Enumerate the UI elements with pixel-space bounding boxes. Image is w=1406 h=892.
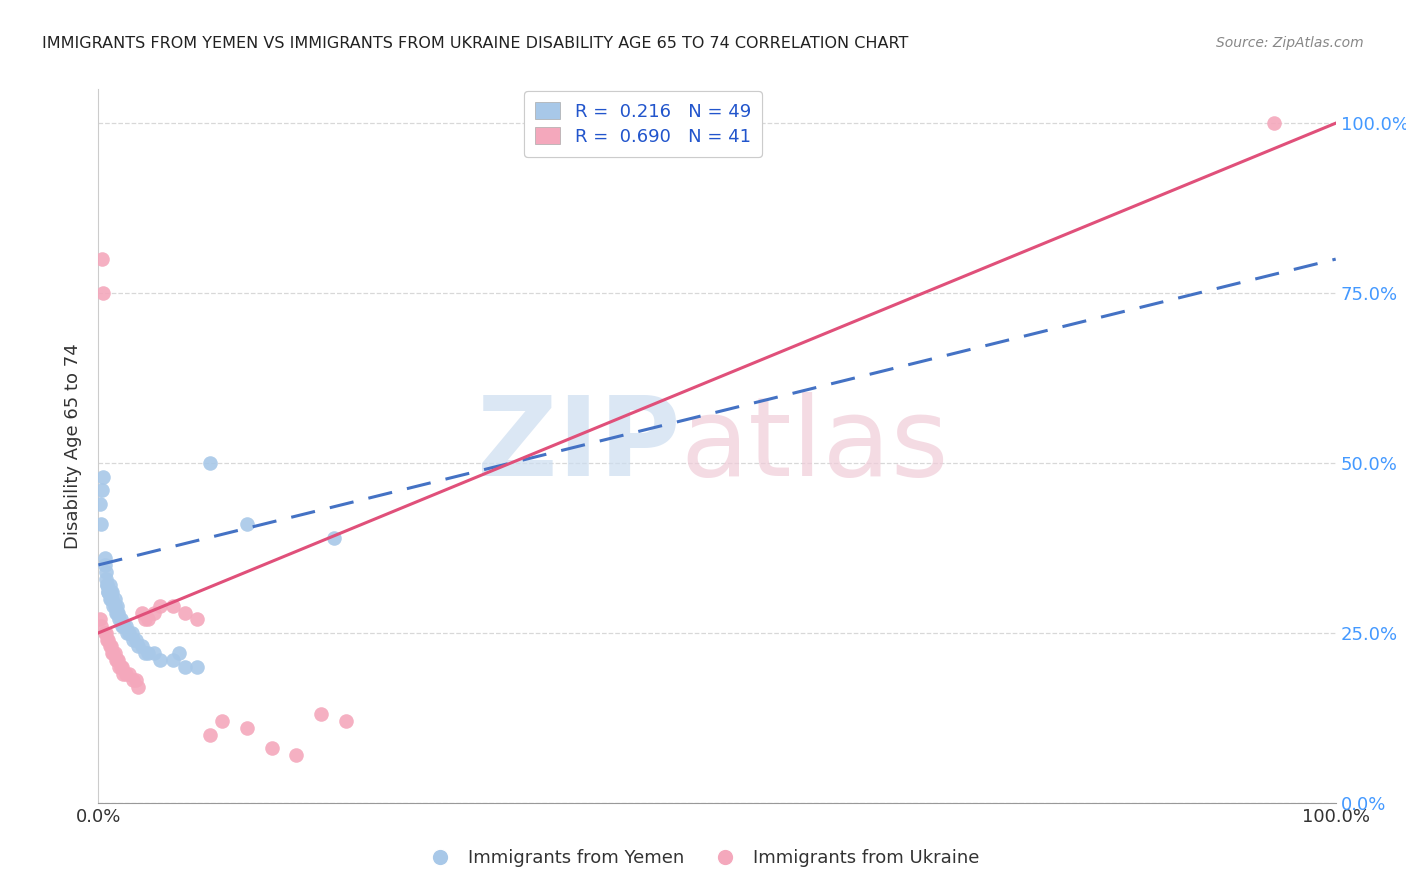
Point — [122, 673, 145, 688]
Point — [309, 707, 332, 722]
Point — [100, 585, 122, 599]
Point — [100, 640, 122, 654]
Point — [149, 599, 172, 613]
Point — [93, 558, 115, 572]
Point — [112, 619, 135, 633]
Point — [105, 599, 128, 613]
Point — [108, 660, 131, 674]
Point — [115, 626, 138, 640]
Point — [198, 456, 221, 470]
Point — [98, 640, 121, 654]
Point — [134, 612, 156, 626]
Point — [103, 599, 125, 613]
Point — [103, 599, 125, 613]
Point — [93, 469, 115, 483]
Point — [136, 612, 159, 626]
Point — [91, 483, 114, 498]
Point — [101, 646, 124, 660]
Point — [97, 632, 120, 647]
Point — [96, 578, 118, 592]
Point — [100, 591, 122, 606]
Point — [322, 531, 344, 545]
Point — [134, 646, 156, 660]
Point — [96, 578, 118, 592]
Point — [131, 640, 153, 654]
Point — [110, 612, 132, 626]
Point — [124, 632, 146, 647]
Point — [93, 286, 115, 301]
Text: ZIP: ZIP — [477, 392, 681, 500]
Point — [96, 632, 118, 647]
Point — [236, 517, 259, 532]
Point — [110, 660, 132, 674]
Point — [98, 578, 121, 592]
Text: Source: ZipAtlas.com: Source: ZipAtlas.com — [1216, 36, 1364, 50]
Point — [94, 572, 117, 586]
Point — [111, 619, 134, 633]
Point — [104, 606, 127, 620]
Point — [97, 585, 120, 599]
Point — [93, 551, 115, 566]
Point — [89, 612, 111, 626]
Point — [94, 565, 117, 579]
Point — [89, 497, 111, 511]
Point — [121, 626, 143, 640]
Point — [105, 606, 128, 620]
Point — [124, 673, 146, 688]
Text: IMMIGRANTS FROM YEMEN VS IMMIGRANTS FROM UKRAINE DISABILITY AGE 65 TO 74 CORRELA: IMMIGRANTS FROM YEMEN VS IMMIGRANTS FROM… — [42, 36, 908, 51]
Point — [118, 626, 141, 640]
Point — [91, 252, 114, 266]
Point — [186, 660, 208, 674]
Point — [94, 626, 117, 640]
Point — [127, 640, 149, 654]
Point — [105, 653, 128, 667]
Point — [131, 606, 153, 620]
Point — [174, 660, 197, 674]
Point — [174, 606, 197, 620]
Point — [108, 612, 131, 626]
Point — [198, 728, 221, 742]
Point — [101, 585, 124, 599]
Point — [167, 646, 190, 660]
Point — [335, 714, 357, 729]
Point — [236, 721, 259, 735]
Point — [118, 666, 141, 681]
Point — [93, 626, 115, 640]
Point — [162, 599, 184, 613]
Point — [111, 660, 134, 674]
Point — [211, 714, 233, 729]
Legend: R =  0.216   N = 49, R =  0.690   N = 41: R = 0.216 N = 49, R = 0.690 N = 41 — [524, 91, 762, 157]
Point — [136, 646, 159, 660]
Point — [127, 680, 149, 694]
Point — [104, 653, 127, 667]
Point — [1263, 116, 1285, 130]
Point — [90, 619, 112, 633]
Point — [112, 619, 135, 633]
Point — [122, 632, 145, 647]
Point — [112, 666, 135, 681]
Point — [162, 653, 184, 667]
Point — [97, 585, 120, 599]
Point — [103, 646, 125, 660]
Point — [107, 606, 129, 620]
Point — [90, 517, 112, 532]
Y-axis label: Disability Age 65 to 74: Disability Age 65 to 74 — [65, 343, 83, 549]
Point — [149, 653, 172, 667]
Point — [114, 619, 136, 633]
Point — [103, 591, 125, 606]
Text: atlas: atlas — [681, 392, 949, 500]
Legend: Immigrants from Yemen, Immigrants from Ukraine: Immigrants from Yemen, Immigrants from U… — [419, 842, 987, 874]
Point — [103, 646, 125, 660]
Point — [101, 591, 124, 606]
Point — [186, 612, 208, 626]
Point — [143, 606, 166, 620]
Point — [260, 741, 283, 756]
Point — [107, 653, 129, 667]
Point — [285, 748, 308, 763]
Point — [114, 666, 136, 681]
Point — [98, 591, 121, 606]
Point — [143, 646, 166, 660]
